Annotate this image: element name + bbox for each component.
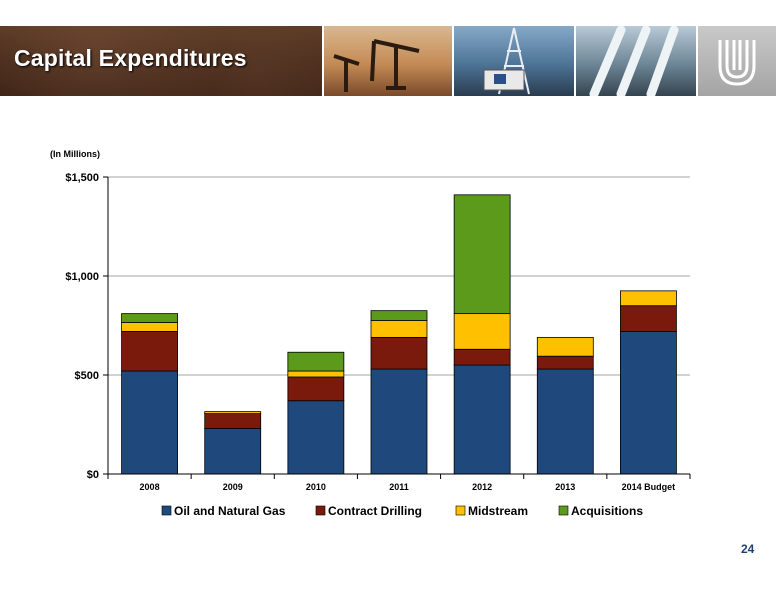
bar-segment-midstream (204, 411, 262, 415)
bar-segment-midstream (287, 370, 345, 378)
bars (121, 194, 677, 475)
bar-segment-acquisitions (453, 194, 511, 315)
bar-segment-midstream (536, 336, 594, 357)
legend-label: Contract Drilling (328, 504, 422, 518)
bar-segment-oil-and-natural-gas (453, 364, 511, 475)
bar-segment-acquisitions (287, 351, 345, 372)
y-tick-label: $1,000 (65, 271, 99, 283)
pumpjack-illustration (333, 39, 420, 92)
title-background (0, 26, 322, 96)
pipeline-illustration (589, 26, 679, 96)
bar-segment-acquisitions (121, 313, 178, 323)
legend-item-oil-and-natural-gas[interactable]: Oil and Natural Gas (161, 504, 286, 518)
legend-label: Acquisitions (571, 504, 643, 518)
bar-segment-oil-and-natural-gas (620, 331, 677, 475)
y-tick-label: $0 (87, 469, 99, 481)
legend-swatch (455, 505, 466, 516)
bar-segment-contract-drilling (370, 336, 428, 370)
company-logo (698, 26, 776, 96)
drilling-rig-illustration (483, 27, 530, 95)
axes: $0 $500 $1,000 $1,500 2008 2009 2010 2011 2012 20… (65, 172, 691, 492)
bar-segment-oil-and-natural-gas (287, 400, 345, 475)
pipeline-photo (576, 26, 696, 96)
legend-item-contract-drilling[interactable]: Contract Drilling (315, 504, 422, 518)
x-tick-label: 2009 (223, 482, 243, 492)
capex-stacked-bar-chart: $0 $500 $1,000 $1,500 2008 2009 2010 2011 2012 20… (65, 172, 691, 518)
unit-label: (In Millions) (50, 149, 100, 159)
legend-item-acquisitions[interactable]: Acquisitions (558, 504, 643, 518)
bar-segment-midstream (620, 290, 677, 307)
header-banner: Capital Expenditures (0, 26, 776, 96)
bar-segment-contract-drilling (620, 305, 677, 332)
bar-segment-contract-drilling (121, 331, 178, 372)
x-tick-label: 2011 (389, 482, 409, 492)
legend-swatch (558, 505, 569, 516)
bar-segment-contract-drilling (287, 376, 345, 402)
drilling-rig-photo (454, 26, 574, 96)
y-tick-label: $500 (75, 370, 99, 382)
logo-mark (718, 40, 756, 86)
x-tick-label: 2013 (555, 482, 575, 492)
x-tick-label: 2008 (140, 482, 160, 492)
legend-label: Oil and Natural Gas (174, 504, 286, 518)
legend-item-midstream[interactable]: Midstream (455, 504, 528, 518)
page-title: Capital Expenditures (14, 45, 247, 71)
bar-segment-midstream (121, 322, 178, 332)
legend-swatch (315, 505, 326, 516)
bar-segment-contract-drilling (536, 355, 594, 370)
bar-segment-oil-and-natural-gas (370, 368, 428, 475)
oil-pumpjack-photo (324, 26, 452, 96)
page-number: 24 (741, 542, 755, 556)
bar-segment-oil-and-natural-gas (121, 370, 178, 475)
bar-segment-contract-drilling (204, 413, 262, 429)
bar-segment-midstream (370, 320, 428, 338)
x-tick-label: 2014 Budget (622, 482, 676, 492)
legend-label: Midstream (468, 504, 528, 518)
y-tick-label: $1,500 (65, 172, 99, 184)
bar-segment-acquisitions (370, 310, 428, 321)
x-tick-label: 2010 (306, 482, 326, 492)
legend-swatch (161, 505, 172, 516)
bar-segment-midstream (453, 313, 511, 350)
bar-segment-oil-and-natural-gas (204, 428, 262, 475)
legend[interactable]: Oil and Natural Gas Contract Drilling Mids… (161, 504, 643, 518)
x-tick-label: 2012 (472, 482, 492, 492)
bar-segment-contract-drilling (453, 348, 511, 366)
bar-segment-oil-and-natural-gas (536, 368, 594, 475)
